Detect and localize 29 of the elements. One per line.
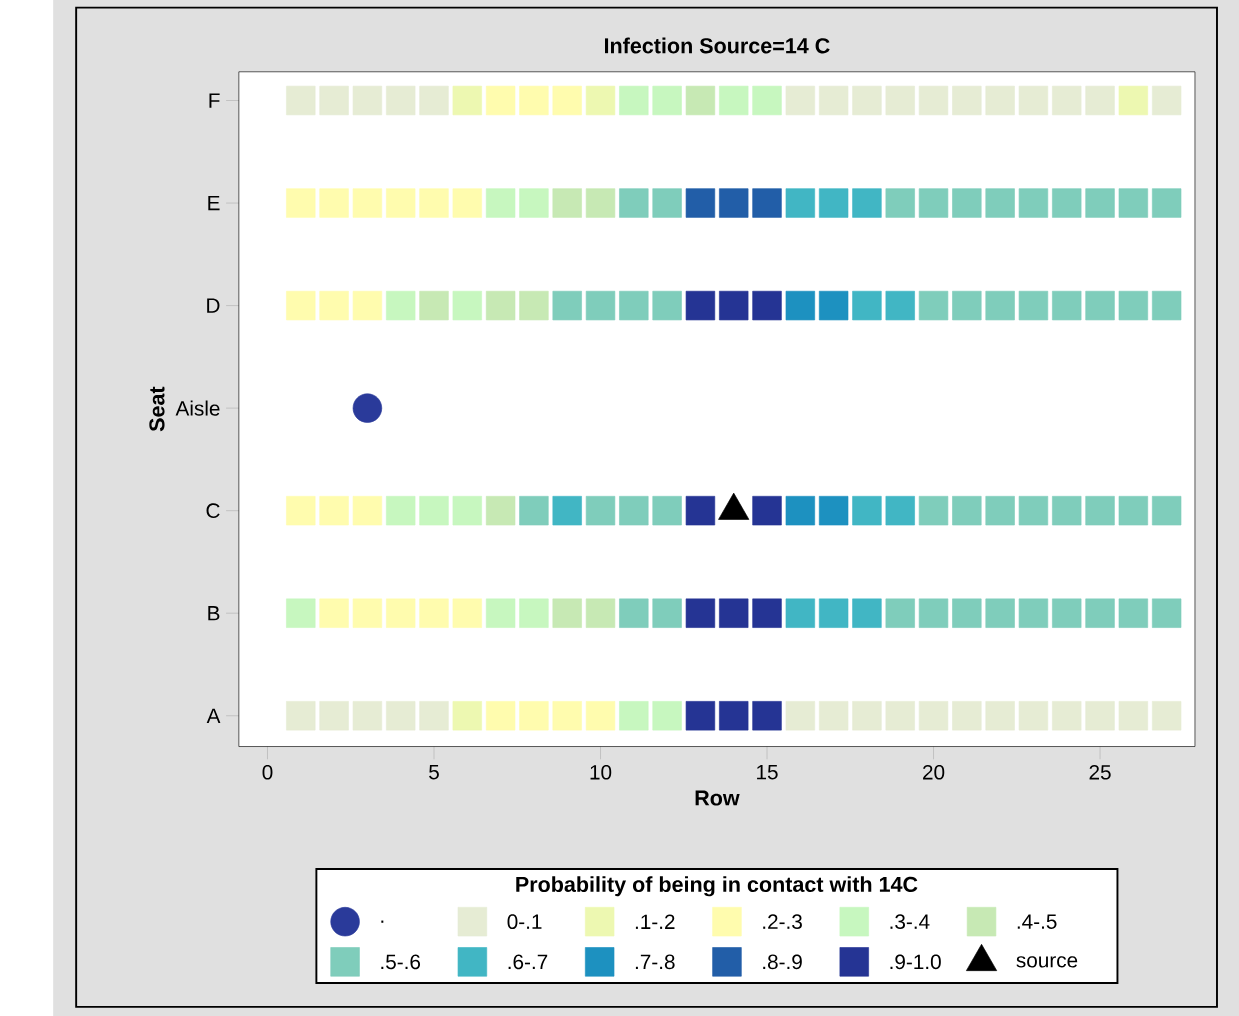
legend-label: . — [381, 920, 384, 923]
legend-label: .2-.3 — [763, 914, 802, 929]
legend-label: .8-.9 — [763, 954, 802, 969]
legend-label: .6-.7 — [508, 954, 548, 969]
y-tick-label: Aisle — [175, 400, 220, 416]
legend-label: .5-.6 — [381, 954, 421, 969]
x-tick-label: 0 — [262, 764, 273, 780]
y-tick-label: B — [208, 605, 220, 621]
x-axis-title: Row — [695, 790, 740, 806]
x-tick-label: 10 — [590, 764, 612, 780]
legend-label: .7-.8 — [635, 954, 675, 969]
x-tick-label: 15 — [757, 764, 778, 780]
y-tick-label: C — [206, 503, 220, 518]
y-tick-label: E — [208, 195, 220, 210]
y-tick-label: F — [209, 93, 220, 108]
chart-title: Infection Source=14 C — [604, 37, 830, 54]
legend-label: .3-.4 — [890, 914, 930, 929]
legend-label: .1-.2 — [635, 914, 675, 929]
x-tick-label: 25 — [1089, 764, 1111, 780]
x-tick-label: 20 — [923, 764, 945, 780]
y-tick-label: A — [206, 708, 221, 723]
y-tick-label: D — [207, 298, 220, 313]
legend-label: 0-.1 — [507, 914, 542, 929]
legend-title: Probability of being in contact with 14C — [516, 875, 918, 897]
legend-label: .4-.5 — [1017, 914, 1057, 929]
legend-label: source — [1016, 955, 1078, 968]
y-axis-title: Seat — [149, 386, 165, 432]
legend-label: .9-1.0 — [890, 954, 941, 969]
x-tick-label: 5 — [429, 764, 439, 780]
